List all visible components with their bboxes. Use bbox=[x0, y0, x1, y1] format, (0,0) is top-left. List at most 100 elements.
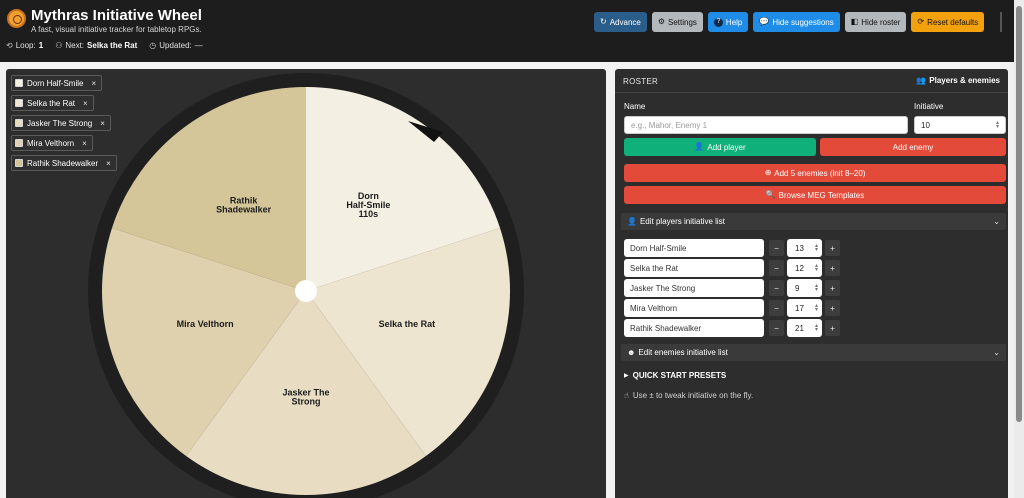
disclosure-triangle-icon: ▶ bbox=[624, 373, 629, 379]
player-initiative-field[interactable]: 21 ▴ ▾ bbox=[787, 319, 822, 337]
chip-swatch bbox=[15, 139, 23, 147]
decrement-button[interactable]: − bbox=[769, 280, 784, 296]
increment-button[interactable]: + bbox=[825, 320, 840, 336]
wheel-segment[interactable] bbox=[102, 227, 306, 457]
hint-text: ☝ Use ± to tweak initiative on the fly. bbox=[624, 391, 753, 400]
updated-label: Updated: bbox=[159, 41, 192, 50]
browse-meg-button[interactable]: 🔍 Browse MEG Templates bbox=[624, 186, 1006, 204]
add-enemy-label: Add enemy bbox=[892, 142, 934, 152]
player-initiative-field[interactable]: 9 ▴ ▾ bbox=[787, 279, 822, 297]
wheel-pointer bbox=[408, 121, 443, 142]
stepper-arrows-icon: ▴ ▾ bbox=[814, 263, 818, 273]
name-input[interactable] bbox=[624, 116, 908, 134]
chip-swatch bbox=[15, 119, 23, 127]
initiative-select[interactable]: 10 ▴ ▾ bbox=[914, 116, 1006, 134]
wheel-hub[interactable] bbox=[295, 280, 317, 302]
increment-button[interactable]: + bbox=[825, 260, 840, 276]
add-player-button[interactable]: 👤 Add player bbox=[624, 138, 816, 156]
decrement-button[interactable]: − bbox=[769, 320, 784, 336]
refresh-icon: ⟳ bbox=[917, 17, 925, 26]
wheel-segment[interactable] bbox=[306, 87, 501, 291]
player-name-field[interactable]: Dorn Half-Smile bbox=[624, 239, 764, 257]
chip-label: Dorn Half-Smile bbox=[27, 78, 84, 88]
reset-defaults-button[interactable]: ⟳ Reset defaults bbox=[911, 12, 985, 32]
quick-start-label: QUICK START PRESETS bbox=[632, 371, 727, 380]
roster-title: ROSTER bbox=[623, 77, 659, 86]
player-initiative-field[interactable]: 12 ▴ ▾ bbox=[787, 259, 822, 277]
increment-button[interactable]: + bbox=[825, 280, 840, 296]
legend-chip[interactable]: Mira Velthorn × bbox=[11, 135, 93, 151]
player-name-field[interactable]: Jasker The Strong bbox=[624, 279, 764, 297]
add-player-label: Add player bbox=[707, 142, 746, 152]
edit-players-accordion[interactable]: 👤 Edit players initiative list ⌄ bbox=[621, 213, 1006, 230]
loop-value: 1 bbox=[38, 41, 44, 50]
chip-swatch bbox=[15, 159, 23, 167]
stepper-arrows-icon: ▴ ▾ bbox=[814, 243, 818, 253]
settings-button[interactable]: ⚙ Settings bbox=[651, 12, 703, 32]
increment-button[interactable]: + bbox=[825, 240, 840, 256]
roster-header: ROSTER 👥 Players & enemies bbox=[615, 69, 1008, 93]
chip-close-icon[interactable]: × bbox=[100, 118, 105, 128]
decrement-button[interactable]: − bbox=[769, 260, 784, 276]
help-button[interactable]: ? Help bbox=[707, 12, 749, 32]
legend-chip[interactable]: Rathik Shadewalker × bbox=[11, 155, 117, 171]
scrollbar-thumb[interactable] bbox=[1016, 6, 1022, 422]
player-name-field[interactable]: Rathik Shadewalker bbox=[624, 319, 764, 337]
wheel-segment-label: Selka the Rat bbox=[379, 319, 436, 329]
chip-close-icon[interactable]: × bbox=[83, 98, 88, 108]
decrement-button[interactable]: − bbox=[769, 300, 784, 316]
wheel-segment-label: Jasker The Strong bbox=[282, 388, 329, 407]
wheel-segment-label: Dorn Half-Smile 110s bbox=[346, 191, 390, 219]
roster-panel: ROSTER 👥 Players & enemies Name Initiati… bbox=[615, 69, 1008, 498]
wheel-segment[interactable] bbox=[306, 227, 511, 457]
settings-label: Settings bbox=[668, 17, 697, 27]
initiative-label: Initiative bbox=[914, 102, 944, 111]
users-icon: 👥 bbox=[916, 75, 927, 85]
edit-players-label: Edit players initiative list bbox=[639, 217, 725, 226]
skull-icon: ☻ bbox=[627, 347, 636, 357]
chip-close-icon[interactable]: × bbox=[106, 158, 111, 168]
question-icon: ? bbox=[713, 17, 723, 27]
edit-enemies-accordion[interactable]: ☻ Edit enemies initiative list ⌄ bbox=[621, 344, 1006, 361]
quick-start-presets-toggle[interactable]: ▶ QUICK START PRESETS bbox=[624, 371, 726, 380]
stepper-arrows-icon: ▴ ▾ bbox=[814, 283, 818, 293]
legend-chip[interactable]: Dorn Half-Smile × bbox=[11, 75, 103, 91]
hide-roster-button[interactable]: ◧ Hide roster bbox=[844, 12, 907, 32]
wheel-segment-label: Mira Velthorn bbox=[177, 319, 234, 329]
reset-defaults-label: Reset defaults bbox=[927, 17, 979, 27]
status-row: ⟲ Loop: 1 ⚇ Next: Selka the Rat ◷ Update… bbox=[6, 41, 203, 50]
player-name-field[interactable]: Selka the Rat bbox=[624, 259, 764, 277]
player-initiative-value: 12 bbox=[795, 263, 804, 273]
search-icon: 🔍 bbox=[765, 190, 776, 199]
player-name-field[interactable]: Mira Velthorn bbox=[624, 299, 764, 317]
chip-close-icon[interactable]: × bbox=[82, 138, 87, 148]
hide-suggestions-label: Hide suggestions bbox=[772, 17, 834, 27]
wheel-panel: Dorn Half-Smile 110s Selka the Rat Jasker Th… bbox=[6, 69, 606, 498]
increment-button[interactable]: + bbox=[825, 300, 840, 316]
player-initiative-field[interactable]: 17 ▴ ▾ bbox=[787, 299, 822, 317]
next-value: Selka the Rat bbox=[87, 41, 138, 50]
wheel-segment[interactable] bbox=[111, 87, 307, 291]
add-enemy-button[interactable]: Add enemy bbox=[820, 138, 1006, 156]
players-enemies-toggle[interactable]: 👥 Players & enemies bbox=[916, 76, 1000, 85]
sidebar-icon: ◧ bbox=[850, 17, 859, 26]
chip-close-icon[interactable]: × bbox=[91, 78, 97, 88]
legend-chip[interactable]: Selka the Rat × bbox=[11, 95, 94, 111]
loop-status: ⟲ Loop: 1 bbox=[6, 41, 43, 50]
stepper-arrows-icon: ▴ ▾ bbox=[814, 323, 818, 333]
add-5-enemies-button[interactable]: ⊕ Add 5 enemies (init 8–20) bbox=[624, 164, 1006, 182]
legend-chip[interactable]: Jasker The Strong × bbox=[11, 115, 111, 131]
hide-suggestions-button[interactable]: 💬 Hide suggestions bbox=[753, 12, 840, 32]
player-initiative-field[interactable]: 13 ▴ ▾ bbox=[787, 239, 822, 257]
advance-button[interactable]: ↻ Advance bbox=[594, 12, 647, 32]
app-title: Mythras Initiative Wheel bbox=[31, 7, 202, 24]
legend-chips: Dorn Half-Smile × Selka the Rat × Jasker… bbox=[11, 75, 117, 171]
initiative-wheel[interactable]: Dorn Half-Smile 110s Selka the Rat Jasker Th… bbox=[6, 69, 606, 498]
player-initiative-value: 13 bbox=[795, 243, 804, 253]
updated-value: — bbox=[194, 41, 203, 50]
app-subtitle: A fast, visual initiative tracker for ta… bbox=[31, 25, 202, 34]
decrement-button[interactable]: − bbox=[769, 240, 784, 256]
chip-label: Selka the Rat bbox=[27, 98, 76, 108]
wheel-segment[interactable] bbox=[186, 291, 426, 495]
